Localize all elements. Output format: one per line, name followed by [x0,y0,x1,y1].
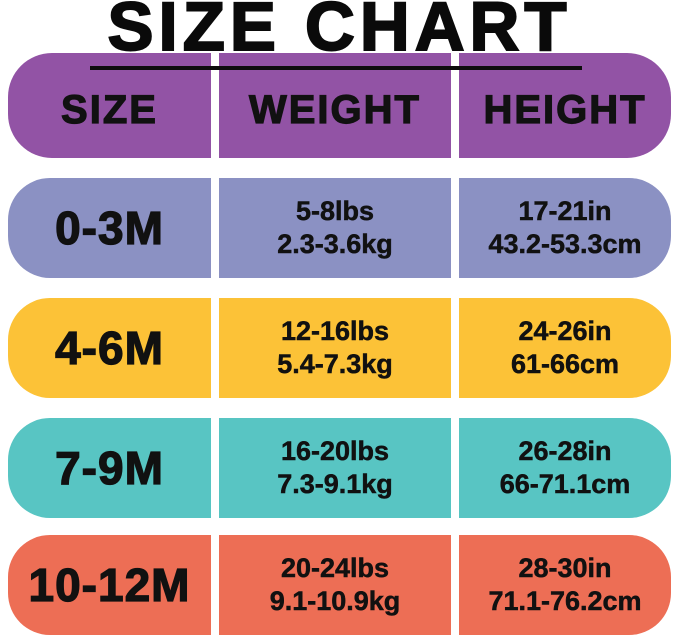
weight-cell: 20-24lbs 9.1-10.9kg [219,535,451,635]
size-cell: 10-12M [8,535,211,635]
column-divider [451,178,459,278]
column-divider [451,535,459,635]
height-imperial: 28-30in [518,553,612,584]
size-value: 0-3M [54,201,164,254]
height-metric: 71.1-76.2cm [488,586,642,616]
size-cell: 4-6M [8,298,211,398]
column-divider [451,298,459,398]
height-imperial: 17-21in [518,196,612,227]
column-header-weight-label: WEIGHT [248,87,421,132]
height-metric: 66-71.1cm [499,469,631,499]
column-divider [211,535,219,635]
weight-imperial: 20-24lbs [280,553,390,584]
page-title: SIZE CHART [107,0,572,65]
column-divider [211,53,219,158]
weight-metric: 5.4-7.3kg [277,349,393,379]
column-header-height: HEIGHT [459,53,671,158]
column-divider [211,298,219,398]
weight-imperial: 5-8lbs [295,196,375,227]
table-row: 7-9M 16-20lbs 7.3-9.1kg 26-28in 66-71.1c… [8,418,671,518]
weight-metric: 2.3-3.6kg [277,229,393,259]
column-divider [211,418,219,518]
height-metric: 43.2-53.3cm [488,229,642,259]
size-value: 4-6M [54,321,164,374]
table-row: 4-6M 12-16lbs 5.4-7.3kg 24-26in 61-66cm [8,298,671,398]
weight-metric: 9.1-10.9kg [269,586,401,616]
size-value: 7-9M [54,441,164,494]
title-underline [90,66,582,70]
height-cell: 28-30in 71.1-76.2cm [459,535,671,635]
weight-imperial: 12-16lbs [280,316,390,347]
column-header-height-label: HEIGHT [483,87,647,132]
table-header-row: SIZE WEIGHT HEIGHT [8,53,671,158]
table-row: 0-3M 5-8lbs 2.3-3.6kg 17-21in 43.2-53.3c… [8,178,671,278]
height-imperial: 24-26in [518,316,612,347]
height-imperial: 26-28in [518,436,612,467]
weight-imperial: 16-20lbs [280,436,390,467]
column-divider [451,53,459,158]
weight-cell: 16-20lbs 7.3-9.1kg [219,418,451,518]
size-cell: 7-9M [8,418,211,518]
table-row: 10-12M 20-24lbs 9.1-10.9kg 28-30in 71.1-… [8,535,671,635]
column-divider [451,418,459,518]
size-cell: 0-3M [8,178,211,278]
height-cell: 24-26in 61-66cm [459,298,671,398]
weight-metric: 7.3-9.1kg [277,469,393,499]
height-metric: 61-66cm [510,349,620,379]
weight-cell: 12-16lbs 5.4-7.3kg [219,298,451,398]
height-cell: 26-28in 66-71.1cm [459,418,671,518]
column-header-weight: WEIGHT [219,53,451,158]
column-header-size: SIZE [8,53,211,158]
weight-cell: 5-8lbs 2.3-3.6kg [219,178,451,278]
size-value: 10-12M [28,558,191,611]
column-divider [211,178,219,278]
height-cell: 17-21in 43.2-53.3cm [459,178,671,278]
column-header-size-label: SIZE [60,87,158,132]
